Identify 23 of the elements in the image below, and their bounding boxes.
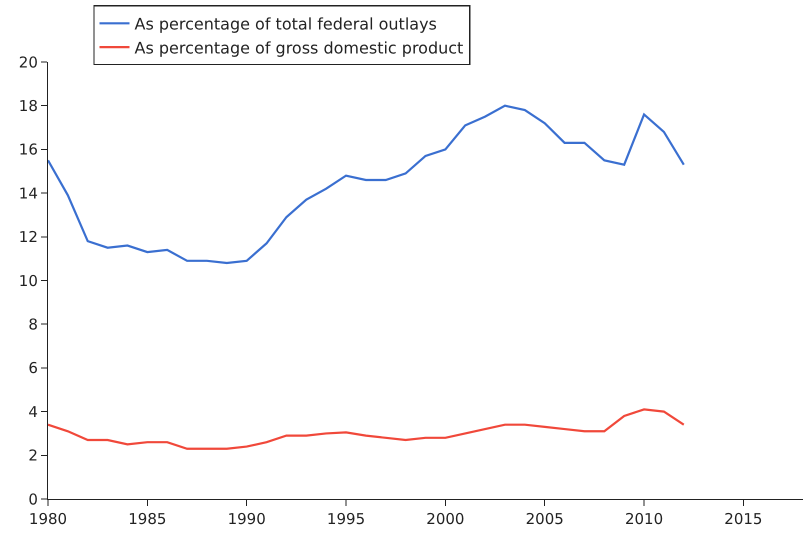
y-tick-label: 14 — [18, 184, 38, 202]
y-tick-label: 4 — [28, 402, 38, 421]
line-series — [48, 104, 685, 264]
y-tick-label: 2 — [28, 446, 38, 465]
x-tick-label: 2005 — [526, 510, 564, 528]
y-tick-label: 16 — [18, 140, 38, 159]
legend-label: As percentage of total federal outlays — [134, 14, 437, 34]
x-tick-label: 1985 — [128, 510, 166, 528]
x-tick-label: 2015 — [724, 510, 762, 528]
y-tick-label: 10 — [18, 272, 38, 290]
y-tick-label: 8 — [28, 315, 38, 334]
x-tick-label: 1990 — [228, 510, 266, 528]
y-tick-label: 6 — [28, 359, 38, 378]
x-tick-label: 2000 — [426, 510, 464, 528]
x-tick-label: 1980 — [28, 510, 68, 528]
x-tick-label: 2010 — [624, 510, 664, 528]
y-tick-label: 12 — [18, 228, 38, 246]
x-tick-label: 1995 — [326, 510, 366, 528]
y-tick-label: 18 — [18, 96, 38, 115]
y-tick-label: 20 — [18, 53, 38, 72]
line-series — [48, 408, 685, 450]
y-tick-label: 0 — [28, 490, 38, 508]
legend-label: As percentage of gross domestic product — [134, 38, 464, 58]
